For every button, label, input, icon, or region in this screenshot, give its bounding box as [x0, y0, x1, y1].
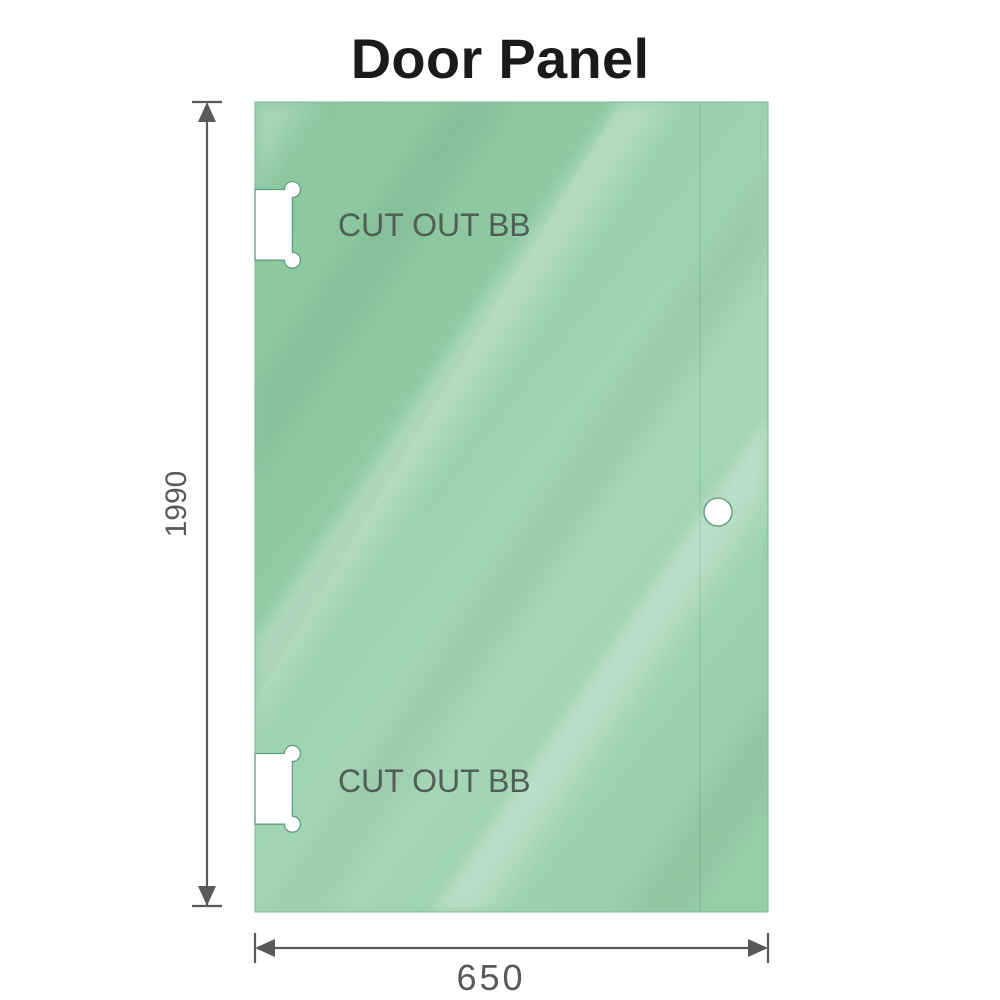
svg-text:650: 650 [456, 957, 525, 998]
svg-text:CUT OUT BB: CUT OUT BB [338, 763, 531, 799]
svg-text:1990: 1990 [160, 471, 193, 538]
svg-text:CUT OUT BB: CUT OUT BB [338, 207, 531, 243]
